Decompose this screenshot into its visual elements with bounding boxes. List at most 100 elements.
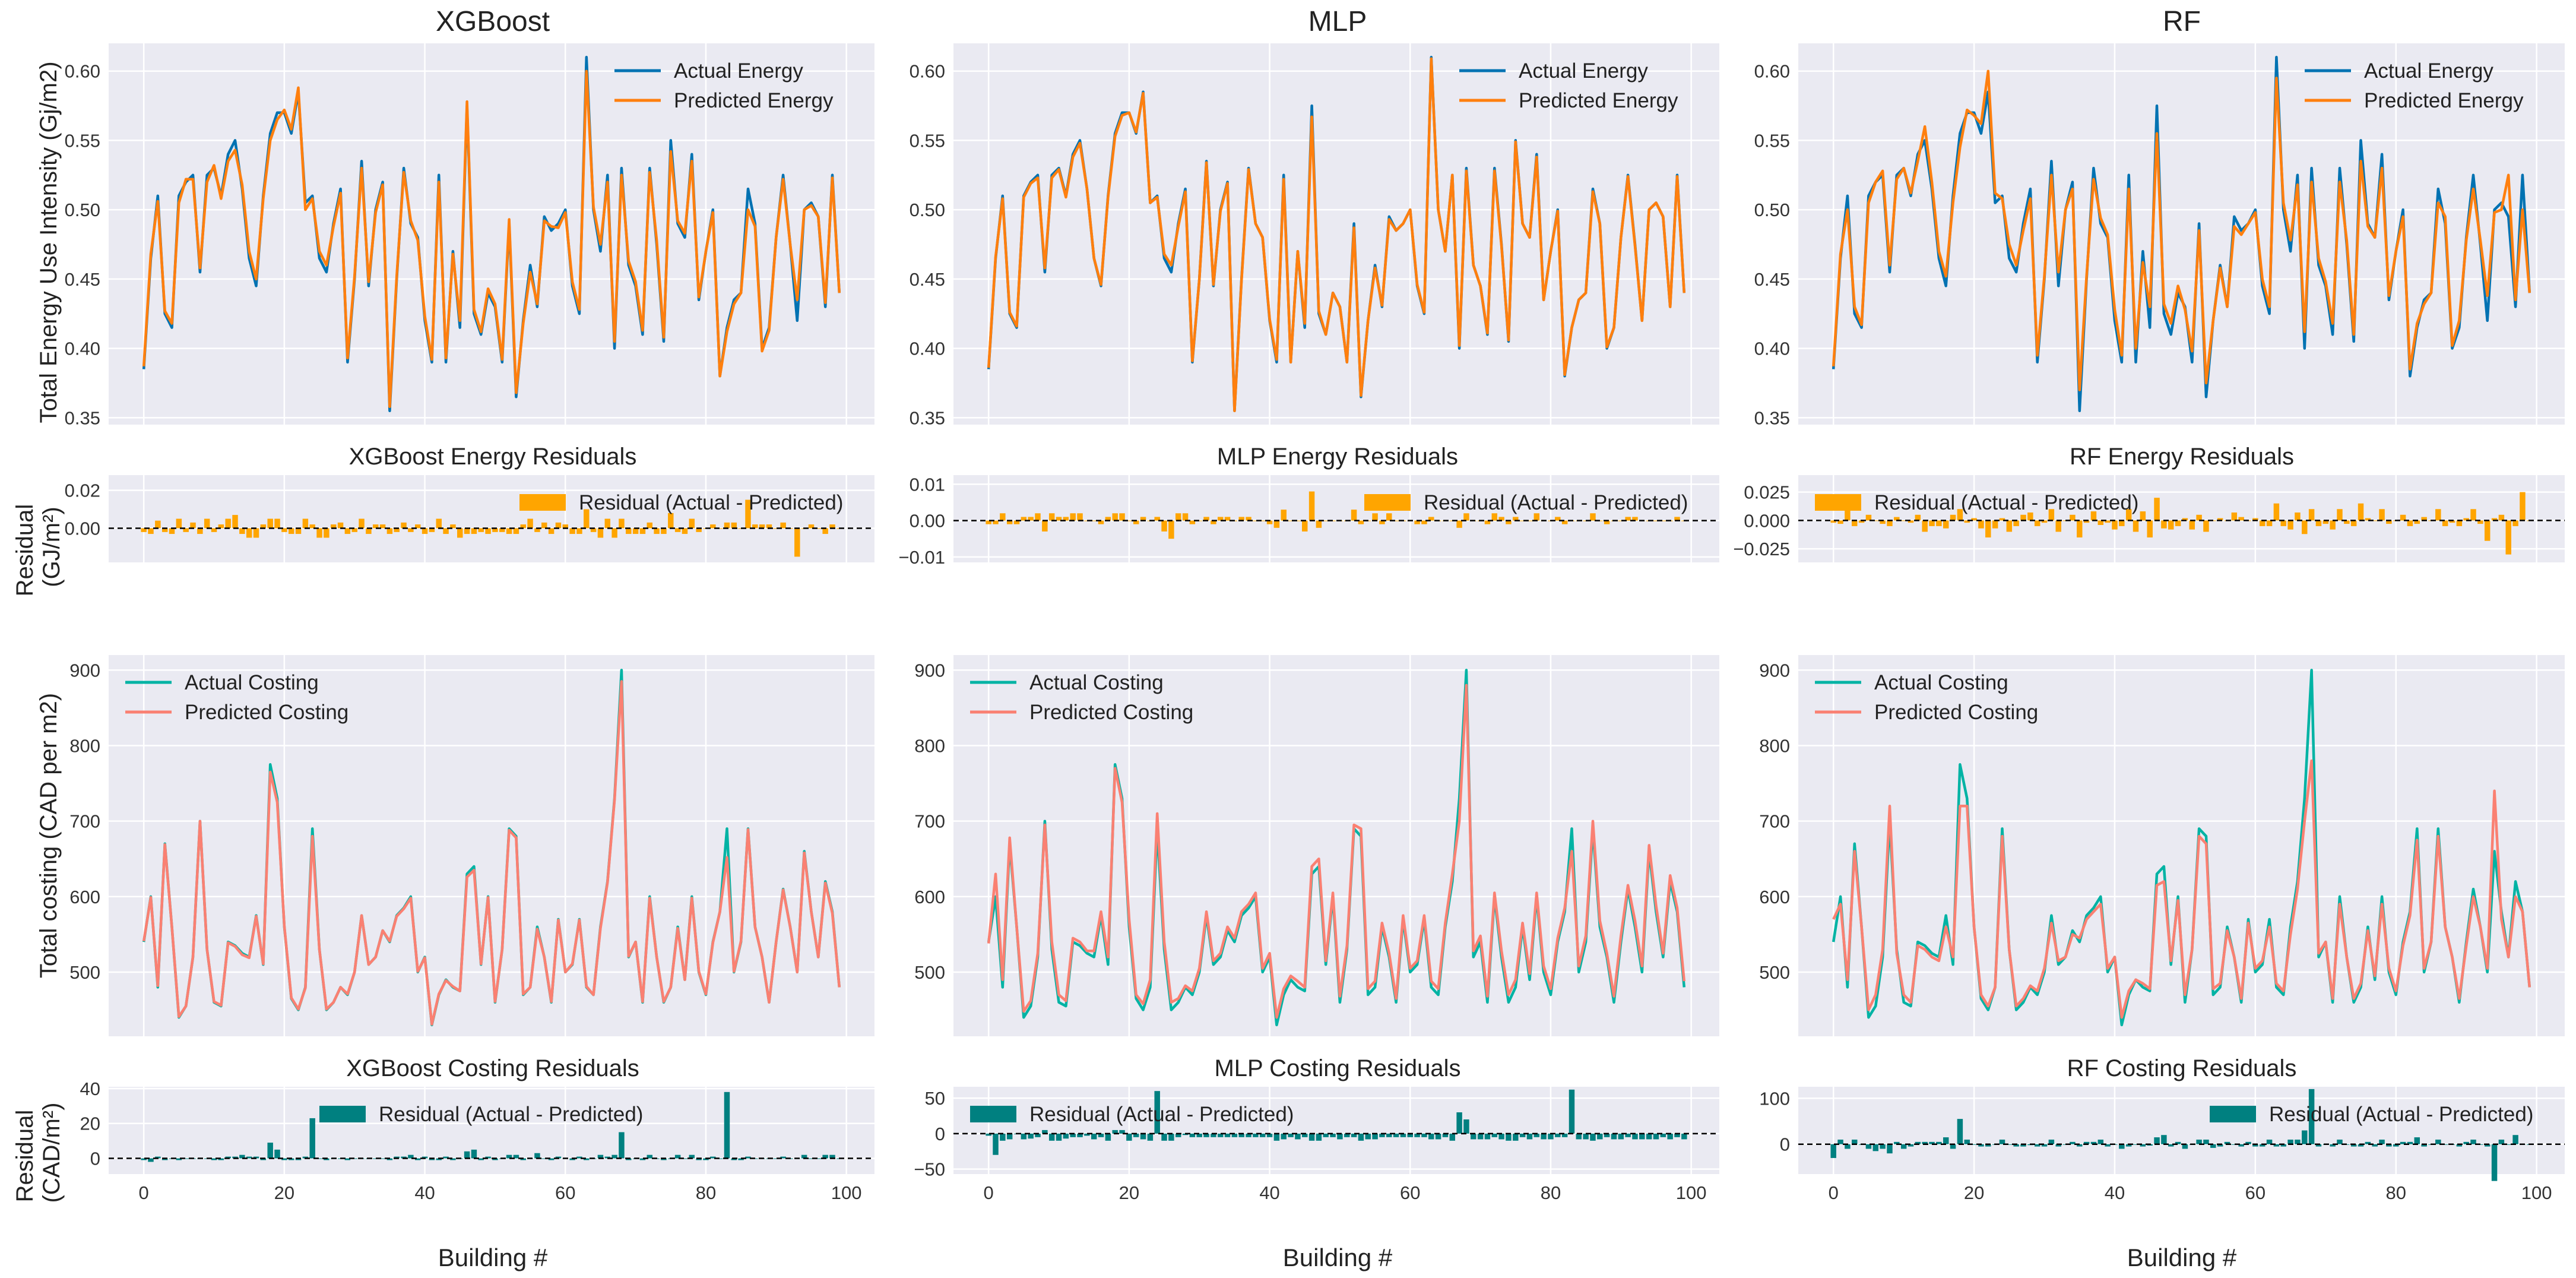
- residual-bar: [576, 1156, 582, 1159]
- residual-bar: [2196, 1139, 2202, 1144]
- residual-bar: [450, 1158, 456, 1160]
- legend-swatch: [1364, 494, 1411, 511]
- x-tick-label: 60: [555, 1182, 575, 1203]
- residual-bar: [2133, 520, 2139, 532]
- residual-bar: [534, 528, 540, 532]
- xlabel-mlp: Building #: [1283, 1244, 1393, 1271]
- residual-bar: [1000, 513, 1006, 521]
- residual-bar: [1365, 1133, 1371, 1140]
- legend-swatch: [1815, 494, 1861, 511]
- residual-bar: [1042, 520, 1048, 532]
- residual-bar: [359, 518, 365, 529]
- residual-bar: [2287, 520, 2293, 530]
- residual-bar: [569, 528, 575, 534]
- residual-bar: [1154, 1091, 1160, 1134]
- residual-bar: [1950, 514, 1956, 521]
- residual-bar: [2273, 503, 2280, 521]
- residual-bar: [668, 513, 674, 529]
- residual-bar: [696, 528, 702, 532]
- residual-bar: [492, 1158, 498, 1160]
- residual-bar: [1048, 1133, 1055, 1141]
- residual-bar: [724, 1092, 730, 1159]
- residual-bar: [2175, 520, 2181, 526]
- residual-bar: [2456, 520, 2463, 526]
- residual-bar: [1098, 520, 1104, 524]
- residual-bar: [2133, 1144, 2139, 1145]
- residual-bar: [1070, 513, 1076, 521]
- residual-bar: [232, 515, 238, 529]
- residual-bar: [1872, 520, 1879, 521]
- title-rf: RF: [2163, 6, 2201, 37]
- residual-bar: [2322, 520, 2329, 524]
- residual-bar: [584, 1158, 590, 1160]
- residual-bar: [2168, 1144, 2174, 1147]
- residual-bar: [794, 528, 800, 557]
- residual-bar: [141, 1158, 147, 1160]
- legend-swatch: [319, 1106, 366, 1122]
- residual-bar: [738, 1158, 744, 1160]
- residual-bar: [1323, 1133, 1329, 1137]
- residual-bar: [436, 1158, 442, 1160]
- residual-bar: [148, 528, 154, 534]
- residual-bar: [555, 522, 562, 529]
- series-line: [142, 69, 841, 408]
- residual-bar: [1506, 1133, 1512, 1141]
- residual-bar: [986, 1133, 991, 1136]
- residual-bar: [1519, 1133, 1526, 1137]
- residual-bar: [2238, 1144, 2244, 1147]
- residual-bar: [478, 1158, 484, 1160]
- panel-background: [109, 1087, 874, 1174]
- legend: Actual Costing Predicted Costing: [125, 671, 348, 724]
- title-mlp-costing-residuals: MLP Costing Residuals: [1214, 1055, 1460, 1081]
- y-tick-label: 0.45: [1754, 269, 1790, 290]
- residual-bar: [1845, 509, 1851, 521]
- residual-bar: [2013, 520, 2019, 526]
- residual-bar: [1105, 517, 1111, 521]
- residual-bar: [401, 1156, 407, 1159]
- residual-bar: [1224, 517, 1231, 521]
- y-tick-label: 500: [1759, 962, 1790, 983]
- legend-label: Predicted Costing: [1029, 701, 1193, 724]
- y-tick-label: 700: [1759, 811, 1790, 832]
- x-tick-label: 20: [1964, 1182, 1984, 1203]
- residual-bar: [822, 528, 828, 534]
- panel-0: 0.35 0.40 0.45 0.50 0.55 0.60 Actual Energy Pre…: [65, 43, 874, 428]
- y-tick-label: 0.50: [910, 200, 945, 220]
- residual-bar: [2421, 1144, 2427, 1147]
- residual-bar: [2456, 1144, 2463, 1147]
- residual-bar: [1147, 1133, 1154, 1141]
- residual-bar: [464, 1151, 470, 1159]
- residual-bar: [281, 1158, 287, 1160]
- residual-bar: [436, 518, 442, 529]
- residual-bar: [1837, 520, 1843, 524]
- ylabel-energy-residual: Residual (GJ/m²): [12, 498, 65, 597]
- residual-bar: [2231, 513, 2238, 521]
- legend-label: Predicted Energy: [1519, 89, 1678, 112]
- residual-bar: [1950, 1144, 1956, 1149]
- residual-bar: [492, 528, 498, 532]
- residual-bar: [1477, 1133, 1484, 1140]
- residual-bar: [2125, 509, 2132, 521]
- y-tick-label: 800: [1759, 736, 1790, 757]
- residual-bar: [2491, 1144, 2498, 1181]
- residual-bar: [1035, 1133, 1041, 1137]
- y-tick-label: 900: [914, 660, 945, 681]
- residual-bar: [731, 1158, 737, 1160]
- residual-bar: [2477, 520, 2483, 524]
- residual-bar: [485, 1156, 491, 1159]
- residual-bar: [443, 528, 449, 534]
- residual-bar: [2344, 520, 2350, 524]
- residual-bar: [745, 499, 751, 529]
- residual-bar: [2055, 1144, 2061, 1147]
- residual-bar: [1161, 1133, 1167, 1141]
- residual-bar: [1281, 1133, 1287, 1140]
- residual-bar: [2203, 520, 2209, 532]
- residual-bar: [1513, 517, 1519, 521]
- residual-bar: [534, 1153, 540, 1159]
- panel-10: −50 0 50 0 20 40 60 80 100 Residual (Actual - Pre…: [914, 1087, 1719, 1203]
- residual-bar: [2182, 518, 2188, 521]
- residual-bar: [689, 1154, 695, 1159]
- residual-bar: [422, 1156, 428, 1159]
- series-line: [142, 680, 841, 1026]
